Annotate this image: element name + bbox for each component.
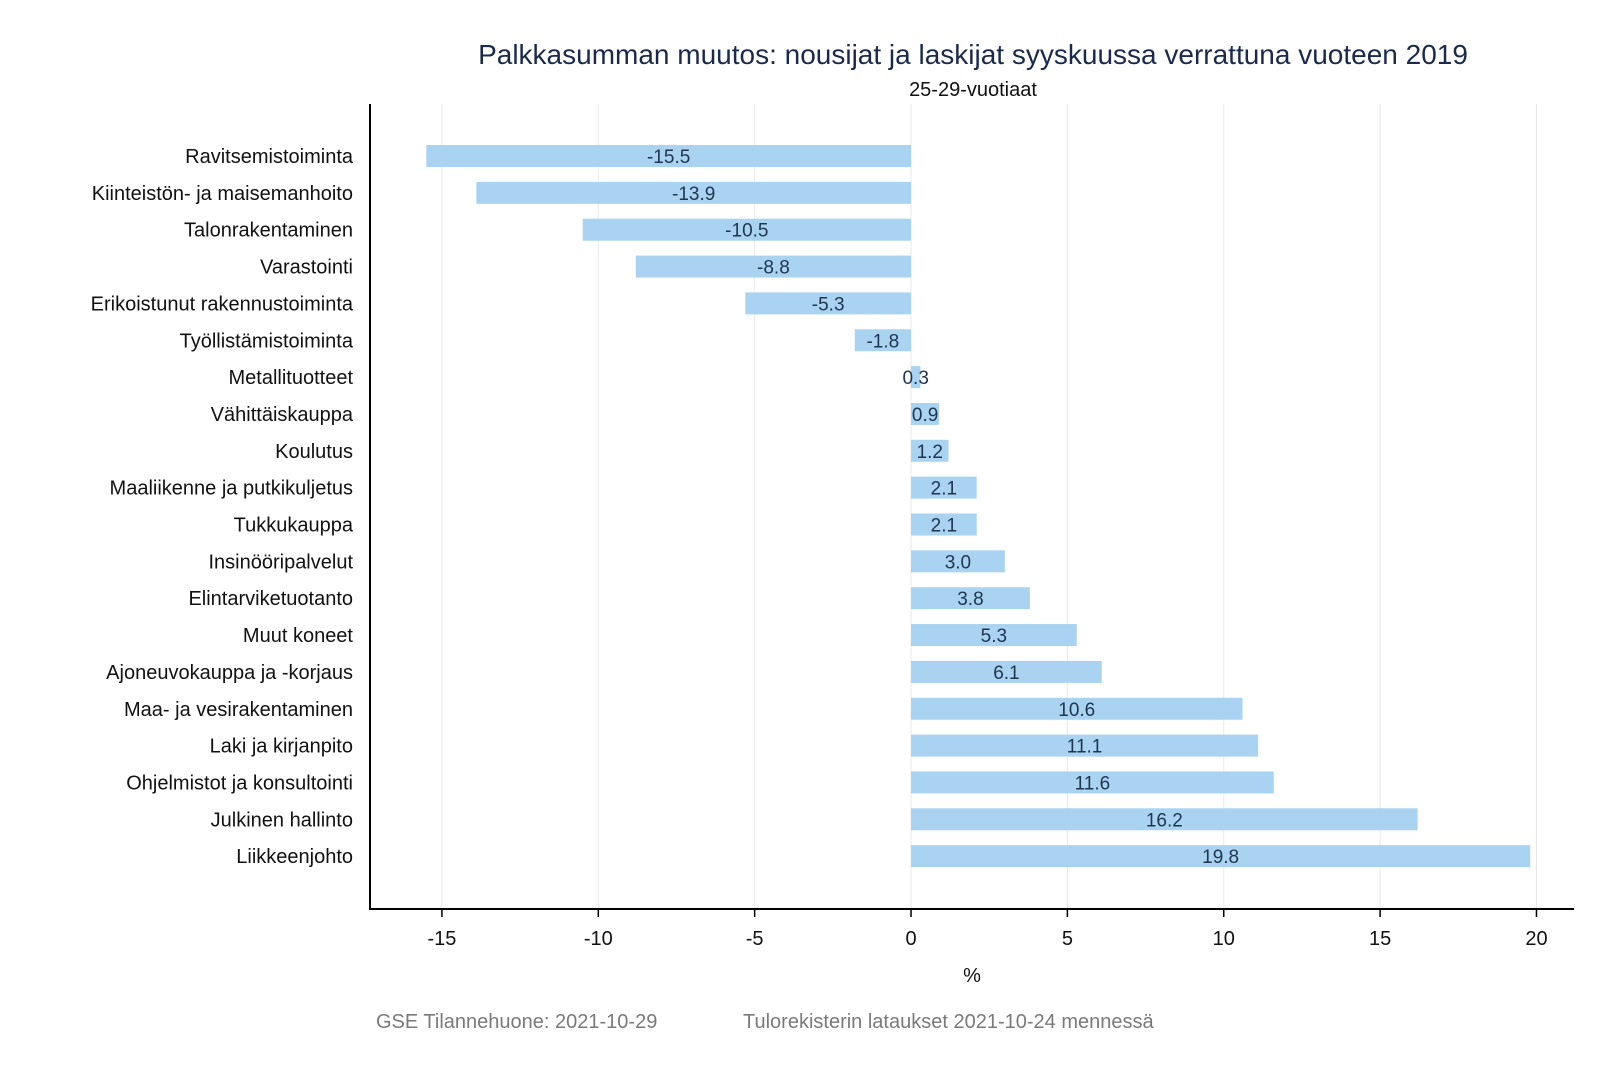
category-label: Laki ja kirjanpito <box>210 736 353 758</box>
bar-value-label: -1.8 <box>866 331 899 352</box>
x-tick-label: 20 <box>1525 928 1547 950</box>
bar-value-label: 5.3 <box>981 626 1007 647</box>
bar-value-labels: -15.5 -13.9 -10.5 -8.8 -5.3 -1.80.3 0.9 1.2 2.1 2… <box>647 147 1239 868</box>
bar <box>426 145 912 167</box>
category-label: Vähittäiskauppa <box>211 404 354 426</box>
bar <box>911 697 1243 720</box>
bar-value-label: 10.6 <box>1058 700 1095 721</box>
category-label: Insinööripalvelut <box>208 551 353 573</box>
bar-value-label: 16.2 <box>1146 810 1183 831</box>
bar <box>911 366 921 389</box>
bar-value-label: 2.1 <box>931 479 957 500</box>
bar <box>911 660 1102 683</box>
bar <box>911 624 1077 647</box>
bar-value-label: 6.1 <box>993 663 1019 684</box>
bar-value-label: 1.2 <box>917 442 943 463</box>
category-label: Ohjelmistot ja konsultointi <box>126 772 353 794</box>
bar <box>635 255 912 278</box>
bar <box>911 734 1259 757</box>
x-tick-label: 0 <box>905 928 916 950</box>
bar <box>911 439 949 462</box>
chart-subtitle: 25-29-vuotiaat <box>909 79 1037 101</box>
x-tick-label: -5 <box>746 928 764 950</box>
bar <box>476 181 912 204</box>
bar <box>582 218 912 241</box>
bar <box>911 513 977 536</box>
x-tick-label: -15 <box>427 928 456 950</box>
bar-value-label: -5.3 <box>812 294 845 315</box>
bar <box>911 402 940 425</box>
bar-value-label: 3.0 <box>945 552 971 573</box>
bars <box>426 145 1531 868</box>
x-tick-label: 15 <box>1369 928 1391 950</box>
category-label: Erikoistunut rakennustoiminta <box>91 293 354 315</box>
category-label: Kiinteistön- ja maisemanhoito <box>92 183 353 205</box>
category-labels: Ravitsemistoiminta Kiinteistön- ja maisem… <box>91 146 354 868</box>
category-label: Maa- ja vesirakentaminen <box>124 699 353 721</box>
bar <box>745 292 912 315</box>
chart-title: Palkkasumman muutos: nousijat ja laskija… <box>478 39 1468 70</box>
category-label: Elintarviketuotanto <box>188 588 353 610</box>
bar-value-label: 0.9 <box>912 405 938 426</box>
category-label: Varastointi <box>260 257 353 279</box>
category-label: Koulutus <box>275 441 353 463</box>
bar <box>911 771 1274 794</box>
bar-value-label: 19.8 <box>1202 847 1239 868</box>
x-axis-ticks: -15 -10 -5 0 5 10 15 20 <box>427 909 1548 950</box>
bar-value-label: -13.9 <box>672 184 715 205</box>
category-label: Ajoneuvokauppa ja -korjaus <box>106 662 353 684</box>
bar-value-label: 0.3 <box>902 368 928 389</box>
category-label: Liikkeenjohto <box>236 846 353 868</box>
bar <box>911 845 1531 868</box>
bar-value-label: -8.8 <box>757 258 790 279</box>
category-label: Muut koneet <box>243 625 354 647</box>
bar-value-label: 2.1 <box>931 516 957 537</box>
category-label: Työllistämistoiminta <box>180 330 354 352</box>
bar-value-label: 11.1 <box>1067 737 1103 758</box>
bar-value-label: -10.5 <box>725 221 768 242</box>
bar-value-label: 11.6 <box>1075 773 1111 794</box>
category-label: Metallituotteet <box>228 367 353 389</box>
bar <box>911 587 1030 610</box>
x-tick-label: -10 <box>584 928 613 950</box>
category-label: Talonrakentaminen <box>184 220 353 242</box>
category-label: Julkinen hallinto <box>211 809 353 831</box>
x-axis-title: % <box>963 965 981 987</box>
bar-value-label: 3.8 <box>957 589 983 610</box>
bar <box>911 476 977 499</box>
bar-value-label: -15.5 <box>647 147 690 168</box>
footer-note: Tulorekisterin lataukset 2021-10-24 menn… <box>743 1011 1154 1033</box>
category-label: Ravitsemistoiminta <box>185 146 354 168</box>
footer-source: GSE Tilannehuone: 2021-10-29 <box>376 1011 657 1033</box>
x-tick-label: 10 <box>1213 928 1235 950</box>
x-tick-label: 5 <box>1062 928 1073 950</box>
bar <box>854 329 912 352</box>
category-label: Tukkukauppa <box>234 515 354 537</box>
bar <box>911 808 1418 831</box>
category-label: Maaliikenne ja putkikuljetus <box>110 478 353 500</box>
bar <box>911 550 1005 573</box>
